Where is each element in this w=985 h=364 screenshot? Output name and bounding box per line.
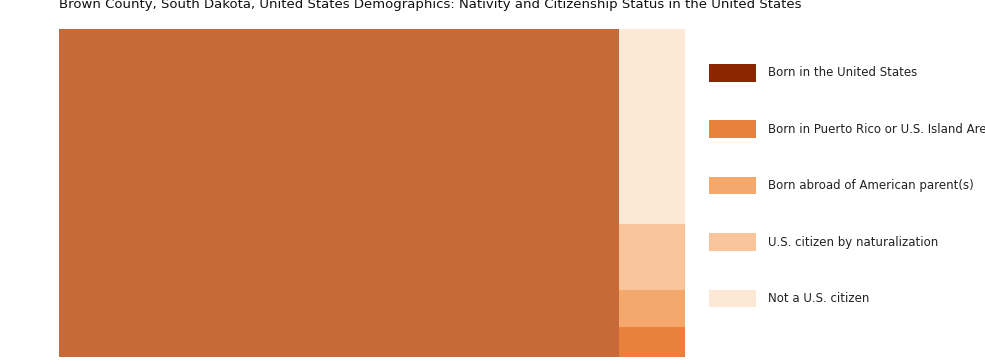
Bar xyxy=(619,29,685,224)
Bar xyxy=(619,289,685,327)
Bar xyxy=(619,327,685,357)
Text: Born abroad of American parent(s): Born abroad of American parent(s) xyxy=(768,179,974,192)
Bar xyxy=(709,64,756,82)
Text: Not a U.S. citizen: Not a U.S. citizen xyxy=(768,292,870,305)
Text: Born in the United States: Born in the United States xyxy=(768,66,918,79)
Bar xyxy=(709,290,756,307)
Text: Born in Puerto Rico or U.S. Island Areas: Born in Puerto Rico or U.S. Island Areas xyxy=(768,123,985,136)
Text: Brown County, South Dakota, United States Demographics: Nativity and Citizenship: Brown County, South Dakota, United State… xyxy=(59,0,802,11)
Text: U.S. citizen by naturalization: U.S. citizen by naturalization xyxy=(768,236,939,249)
Bar xyxy=(709,177,756,194)
Bar xyxy=(619,224,685,289)
Bar xyxy=(59,29,619,357)
Bar xyxy=(709,120,756,138)
Bar xyxy=(709,233,756,251)
